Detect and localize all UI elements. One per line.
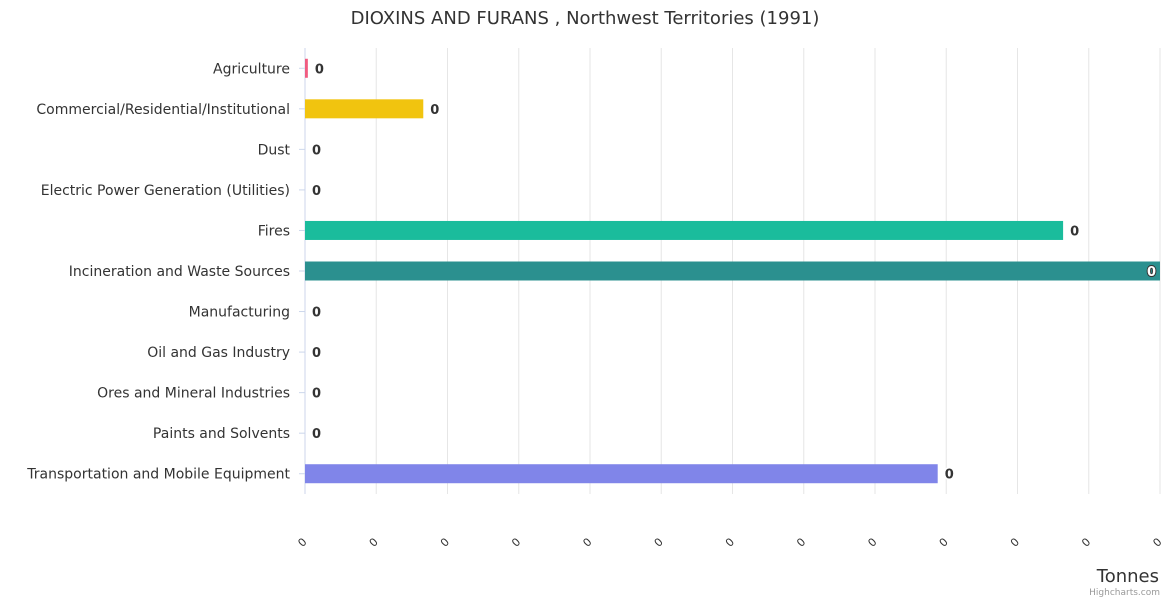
credits[interactable]: Highcharts.com [1089, 588, 1160, 598]
value-tick-label: 0 [723, 535, 737, 549]
value-tick-label: 0 [438, 535, 452, 549]
value-tick-label: 0 [1008, 535, 1022, 549]
value-tick-label: 0 [794, 535, 808, 549]
bar[interactable] [305, 220, 1064, 240]
value-tick-label: 0 [865, 535, 879, 549]
data-label: 0 [430, 103, 439, 118]
chart-title: DIOXINS AND FURANS , Northwest Territori… [351, 8, 820, 29]
category-label: Dust [258, 142, 291, 158]
value-tick-label: 0 [652, 535, 666, 549]
data-label: 0 [312, 184, 321, 199]
data-label: 0 [312, 427, 321, 442]
value-tick-label: 0 [295, 535, 309, 549]
value-axis-ticks: 0 0 0 0 0 0 0 0 0 0 0 0 0 [295, 535, 1164, 549]
category-label: Paints and Solvents [153, 426, 290, 442]
value-tick-label: 0 [509, 535, 523, 549]
bar[interactable] [305, 261, 1160, 281]
value-tick-label: 0 [1079, 535, 1093, 549]
data-label: 0 [312, 143, 321, 158]
data-label: 0 [312, 306, 321, 321]
data-label: 0 [312, 387, 321, 402]
category-label: Agriculture [213, 61, 290, 77]
value-tick-label: 0 [937, 535, 951, 549]
category-label: Transportation and Mobile Equipment [26, 467, 290, 483]
data-label: 0 [1070, 224, 1079, 239]
value-tick-label: 0 [1150, 535, 1164, 549]
bars [305, 58, 1160, 484]
data-label: 0 [312, 346, 321, 361]
category-labels: Agriculture Commercial/Residential/Instit… [26, 61, 290, 482]
data-label: 0 [945, 468, 954, 483]
value-tick-label: 0 [367, 535, 381, 549]
category-label: Fires [258, 223, 290, 239]
category-label: Oil and Gas Industry [147, 345, 290, 361]
data-label: 0 [315, 62, 324, 77]
category-label: Commercial/Residential/Institutional [36, 102, 290, 118]
category-label: Electric Power Generation (Utilities) [41, 183, 290, 199]
data-label: 0 [1147, 265, 1156, 280]
bar[interactable] [305, 58, 308, 78]
category-label: Incineration and Waste Sources [69, 264, 290, 280]
data-labels: 0 0 0 0 0 0 0 0 0 0 0 [311, 61, 1158, 484]
category-label: Ores and Mineral Industries [97, 386, 290, 402]
value-tick-label: 0 [580, 535, 594, 549]
category-label: Manufacturing [189, 305, 290, 321]
bar[interactable] [305, 464, 938, 484]
bar[interactable] [305, 99, 424, 119]
value-axis-title: Tonnes [1096, 566, 1159, 587]
